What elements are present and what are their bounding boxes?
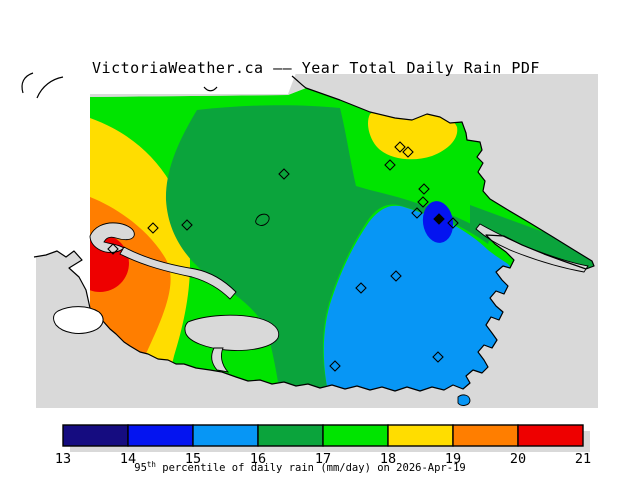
trial-islet (457, 394, 471, 406)
colorbar-cell-13-14 (62, 424, 129, 447)
station-marker (432, 351, 444, 363)
colorbar: 13 14 15 16 17 18 19 20 21 95th percentile of da… (55, 424, 591, 474)
basin-outlet (211, 347, 230, 373)
colorbar-cell-16-17 (257, 424, 324, 447)
colorbar-cell-17-18 (322, 424, 389, 447)
colorbar-tick-label: 17 (315, 451, 331, 467)
sooke-harbour (89, 222, 135, 253)
elk-lake-outline (255, 213, 270, 226)
map-outside-mask-northwest (0, 0, 640, 308)
sooke-channel (119, 246, 237, 300)
station-marker-filled (433, 213, 445, 225)
station-marker (181, 219, 193, 231)
colorbar-tick-label: 13 (55, 451, 71, 467)
station-marker (278, 168, 290, 180)
station-marker (402, 146, 414, 158)
colorbar-tick-label: 15 (185, 451, 201, 467)
offshore-coast-squiggle (203, 86, 218, 92)
station-marker (329, 360, 341, 372)
colorbar-cell-19-20 (452, 424, 519, 447)
station-marker (147, 222, 159, 234)
colorbar-cell-20-21 (517, 424, 584, 447)
station-marker (355, 282, 367, 294)
contour-band-15-16-southeast (323, 205, 516, 391)
west-coastline (33, 250, 91, 309)
east-sooke-island (53, 306, 104, 334)
colorbar-cell-18-19 (387, 424, 454, 447)
colorbar-cells (62, 424, 584, 447)
colorbar-cell-15-16 (192, 424, 259, 447)
station-marker (390, 270, 402, 282)
map-title: VictoriaWeather.ca —— Year Total Daily R… (92, 59, 540, 77)
colorbar-tick-label: 14 (120, 451, 136, 467)
station-marker (418, 183, 430, 195)
colorbar-tick-labels: 13 14 15 16 17 18 19 20 21 (55, 451, 591, 467)
colorbar-tick-label: 21 (575, 451, 591, 467)
station-marker (411, 207, 423, 219)
station-markers (107, 141, 459, 372)
colorbar-cell-14-15 (127, 424, 194, 447)
colorbar-tick-label: 18 (380, 451, 396, 467)
contour-band-18-19-northeast (367, 106, 458, 160)
colorbar-tick-label: 19 (445, 451, 461, 467)
station-marker (447, 217, 459, 229)
station-marker (107, 243, 119, 255)
offshore-coast-arc-2 (36, 76, 64, 99)
sooke-basin (184, 314, 280, 351)
offshore-coast-arc-1 (21, 72, 34, 94)
coastlines (21, 72, 595, 392)
station-marker (384, 159, 396, 171)
contour-band-16-17-dome (165, 105, 490, 391)
station-marker (417, 196, 429, 208)
station-marker (394, 141, 406, 153)
colorbar-tick-label: 20 (510, 451, 526, 467)
colorbar-tick-label: 16 (250, 451, 266, 467)
colorbar-caption: 95th percentile of daily rain (mm/day) o… (134, 460, 465, 474)
main-coastline (89, 75, 595, 392)
